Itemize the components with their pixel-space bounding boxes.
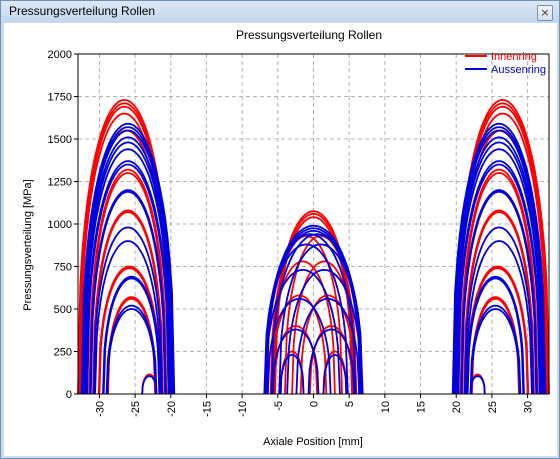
curve-aussenring <box>264 243 349 395</box>
x-tick-label: 20 <box>451 401 463 413</box>
curve-aussenring <box>322 353 348 395</box>
curves <box>77 98 550 395</box>
x-ticks: -30 -25 -20 -15 -10 -5 0 5 10 15 20 25 30 <box>94 394 535 417</box>
x-tick-label: 0 <box>309 401 321 407</box>
curve-innenring <box>455 98 550 395</box>
legend-label: Innenring <box>491 51 537 63</box>
curve-aussenring <box>266 297 332 395</box>
curve-aussenring <box>105 304 158 395</box>
chart-title: Pressungsverteilung Rollen <box>236 28 382 42</box>
curve-aussenring <box>94 240 162 395</box>
curve-aussenring <box>84 148 172 395</box>
curve-aussenring <box>271 328 320 395</box>
x-tick-label: -20 <box>166 401 178 417</box>
x-tick-label: -10 <box>237 401 249 417</box>
curve-aussenring <box>470 308 521 395</box>
curve-aussenring <box>456 160 542 395</box>
curve-aussenring <box>461 190 538 395</box>
curve-aussenring <box>263 233 357 395</box>
y-tick-label: 250 <box>54 347 72 359</box>
x-tick-label: 5 <box>344 401 356 407</box>
curve-aussenring <box>82 129 174 395</box>
curve-innenring <box>466 267 529 395</box>
curve-aussenring <box>85 160 171 395</box>
curve-aussenring <box>457 163 541 395</box>
y-tick-label: 1000 <box>48 219 72 231</box>
x-axis-label: Axiale Position [mm] <box>263 436 363 448</box>
curve-aussenring <box>92 226 164 395</box>
curve-aussenring <box>81 126 175 395</box>
curve-aussenring <box>451 122 547 395</box>
curve-innenring <box>279 350 305 395</box>
curve-aussenring <box>453 136 545 395</box>
curve-innenring <box>89 172 167 395</box>
curve-aussenring <box>469 375 486 395</box>
curve-aussenring <box>463 226 535 395</box>
curve-aussenring <box>86 163 170 395</box>
curve-aussenring <box>278 243 363 395</box>
curve-aussenring <box>455 148 543 395</box>
y-tick-label: 1750 <box>48 92 72 104</box>
x-tick-label: 15 <box>416 401 428 413</box>
x-tick-label: -5 <box>273 401 285 411</box>
curve-innenring <box>98 267 161 395</box>
curve-aussenring <box>466 277 525 395</box>
curve-innenring <box>88 168 168 395</box>
curve-innenring <box>471 297 520 395</box>
curve-aussenring <box>264 268 341 395</box>
curve-aussenring <box>307 328 356 395</box>
curve-innenring <box>322 350 348 395</box>
x-tick-label: -30 <box>94 401 106 417</box>
pressure-chart: Pressungsverteilung Rollen 0250500750100… <box>22 28 550 448</box>
x-tick-label: 10 <box>380 401 392 413</box>
x-tick-label: 30 <box>523 401 535 413</box>
curve-aussenring <box>82 136 174 395</box>
curve-aussenring <box>279 353 305 395</box>
curve-innenring <box>106 296 157 395</box>
curve-aussenring <box>80 122 176 395</box>
curve-aussenring <box>89 190 166 395</box>
curve-aussenring <box>106 308 157 395</box>
curve-aussenring <box>295 297 361 395</box>
legend-label: Aussenring <box>491 64 546 76</box>
y-tick-label: 0 <box>66 389 72 401</box>
curve-aussenring <box>452 126 546 395</box>
curve-innenring <box>77 98 172 395</box>
y-tick-label: 2000 <box>48 49 72 61</box>
y-tick-label: 1250 <box>48 177 72 189</box>
y-tick-label: 1500 <box>48 134 72 146</box>
curve-innenring <box>460 172 538 395</box>
curve-innenring <box>107 297 156 395</box>
x-tick-label: 25 <box>487 401 499 413</box>
chart-area: Pressungsverteilung Rollen 0 250 500 750 100… <box>4 23 557 456</box>
y-tick-label: 500 <box>54 304 72 316</box>
window-title: Pressungsverteilung Rollen <box>9 4 156 18</box>
curve-innenring <box>463 211 535 395</box>
y-axis-label: Pressungsverteilung [MPa] <box>22 179 34 310</box>
curve-aussenring <box>454 141 544 395</box>
x-tick-label: -15 <box>201 401 213 417</box>
x-tick-label: -25 <box>130 401 142 417</box>
curve-aussenring <box>465 240 533 395</box>
y-ticks: 0 250 500 750 1000 1250 1500 1750 2000 <box>48 49 78 401</box>
curve-innenring <box>470 296 521 395</box>
curve-aussenring <box>141 375 158 395</box>
curve-innenring <box>92 211 164 395</box>
title-bar[interactable]: Pressungsverteilung Rollen × <box>1 1 559 23</box>
y-tick-label: 750 <box>54 262 72 274</box>
curve-innenring <box>459 168 539 395</box>
curve-aussenring <box>453 129 545 395</box>
curve-aussenring <box>102 277 161 395</box>
close-button[interactable]: × <box>537 5 553 21</box>
curve-aussenring <box>83 141 173 395</box>
curve-aussenring <box>469 304 522 395</box>
curve-aussenring <box>270 233 364 395</box>
curve-aussenring <box>286 268 363 395</box>
